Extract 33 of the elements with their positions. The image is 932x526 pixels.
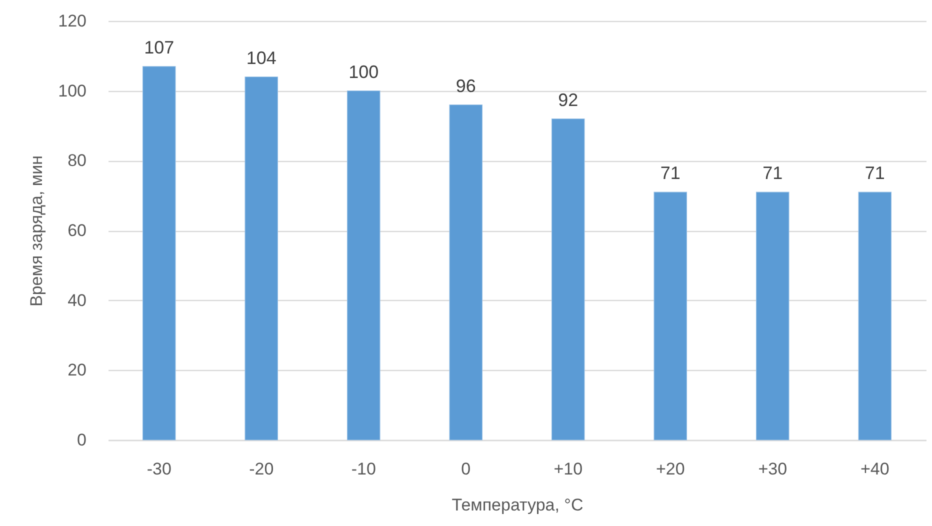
data-label: 107 [144, 37, 174, 58]
x-tick-label: -10 [351, 460, 376, 478]
data-label: 104 [246, 48, 276, 68]
bar [551, 118, 585, 440]
y-tick-label: 100 [58, 81, 86, 100]
x-tick-label: +40 [860, 460, 890, 478]
x-tick-label: +30 [758, 460, 788, 478]
bar [346, 90, 380, 440]
y-tick-label: 80 [68, 151, 86, 170]
data-label: 96 [456, 76, 476, 96]
data-label: 92 [558, 90, 578, 110]
bar [858, 192, 892, 440]
y-tick-label: 40 [68, 290, 86, 310]
y-tick-label: 0 [77, 430, 86, 450]
data-label: 71 [864, 163, 885, 184]
data-label: 100 [348, 62, 379, 82]
y-axis-title: Время заряда, мин [27, 156, 46, 306]
data-label: 71 [762, 163, 783, 184]
x-tick-label: +20 [656, 460, 685, 478]
bar [142, 66, 176, 440]
x-axis-title: Температура, °C [452, 496, 584, 514]
y-tick-label: 20 [68, 360, 86, 380]
y-tick-label: 60 [68, 221, 86, 240]
bar [756, 192, 790, 440]
x-tick-label: -30 [146, 460, 172, 478]
x-tick-label: +10 [554, 460, 583, 478]
data-label: 71 [660, 163, 680, 184]
y-tick-label: 120 [58, 12, 86, 30]
bar [244, 76, 278, 440]
x-tick-label: -20 [249, 460, 274, 478]
bar [654, 192, 688, 440]
x-tick-label: 0 [461, 460, 471, 478]
bar [449, 104, 483, 440]
